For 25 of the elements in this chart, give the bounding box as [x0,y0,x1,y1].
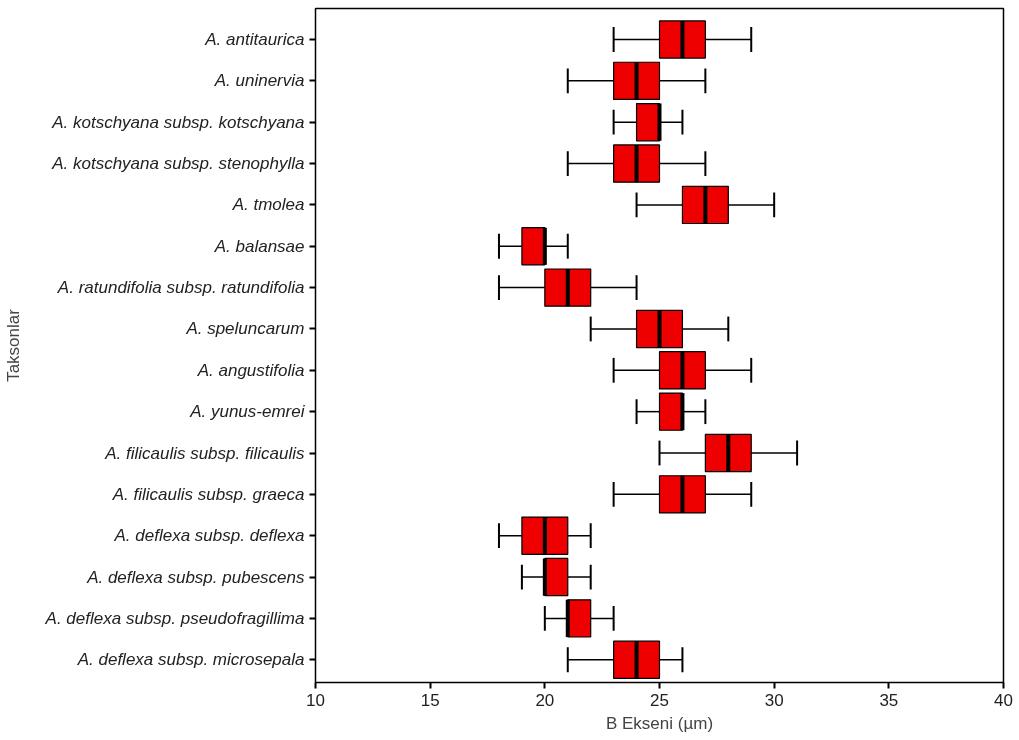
y-tick-label: A. balansae [213,236,305,256]
y-axis-title: Taksonlar [3,308,23,382]
y-tick-label: A. filicaulis subsp. graeca [111,484,305,504]
x-tick-label: 10 [306,690,325,710]
y-tick-label: A. yunus-emrei [189,402,306,422]
y-tick-label: A. uninervia [213,71,305,91]
x-tick-label: 20 [535,690,555,710]
x-tick-label: 25 [650,690,669,710]
y-tick-label: A. deflexa subsp. microsepala [76,650,305,670]
y-tick-label: A. antitaurica [204,30,305,50]
x-tick-label: 35 [879,690,899,710]
y-tick-label: A. tmolea [231,195,305,215]
y-tick-label: A. deflexa subsp. deflexa [113,526,305,546]
y-tick-label: A. kotschyana subsp. stenophylla [51,154,305,174]
x-axis-title: B Ekseni (µm) [605,713,714,733]
x-tick-label: 40 [994,690,1013,710]
y-tick-label: A. deflexa subsp. pseudofragillima [44,608,305,628]
y-tick-label: A. filicaulis subsp. filicaulis [104,443,305,463]
y-tick-label: A. ratundifolia subsp. ratundifolia [56,278,305,298]
y-tick-label: A. kotschyana subsp. kotschyana [51,112,305,132]
x-tick-label: 30 [764,690,784,710]
y-tick-label: A. speluncarum [185,319,305,339]
x-tick-label: 15 [420,690,440,710]
y-tick-label: A. angustifolia [196,360,305,380]
y-tick-label: A. deflexa subsp. pubescens [86,567,305,587]
